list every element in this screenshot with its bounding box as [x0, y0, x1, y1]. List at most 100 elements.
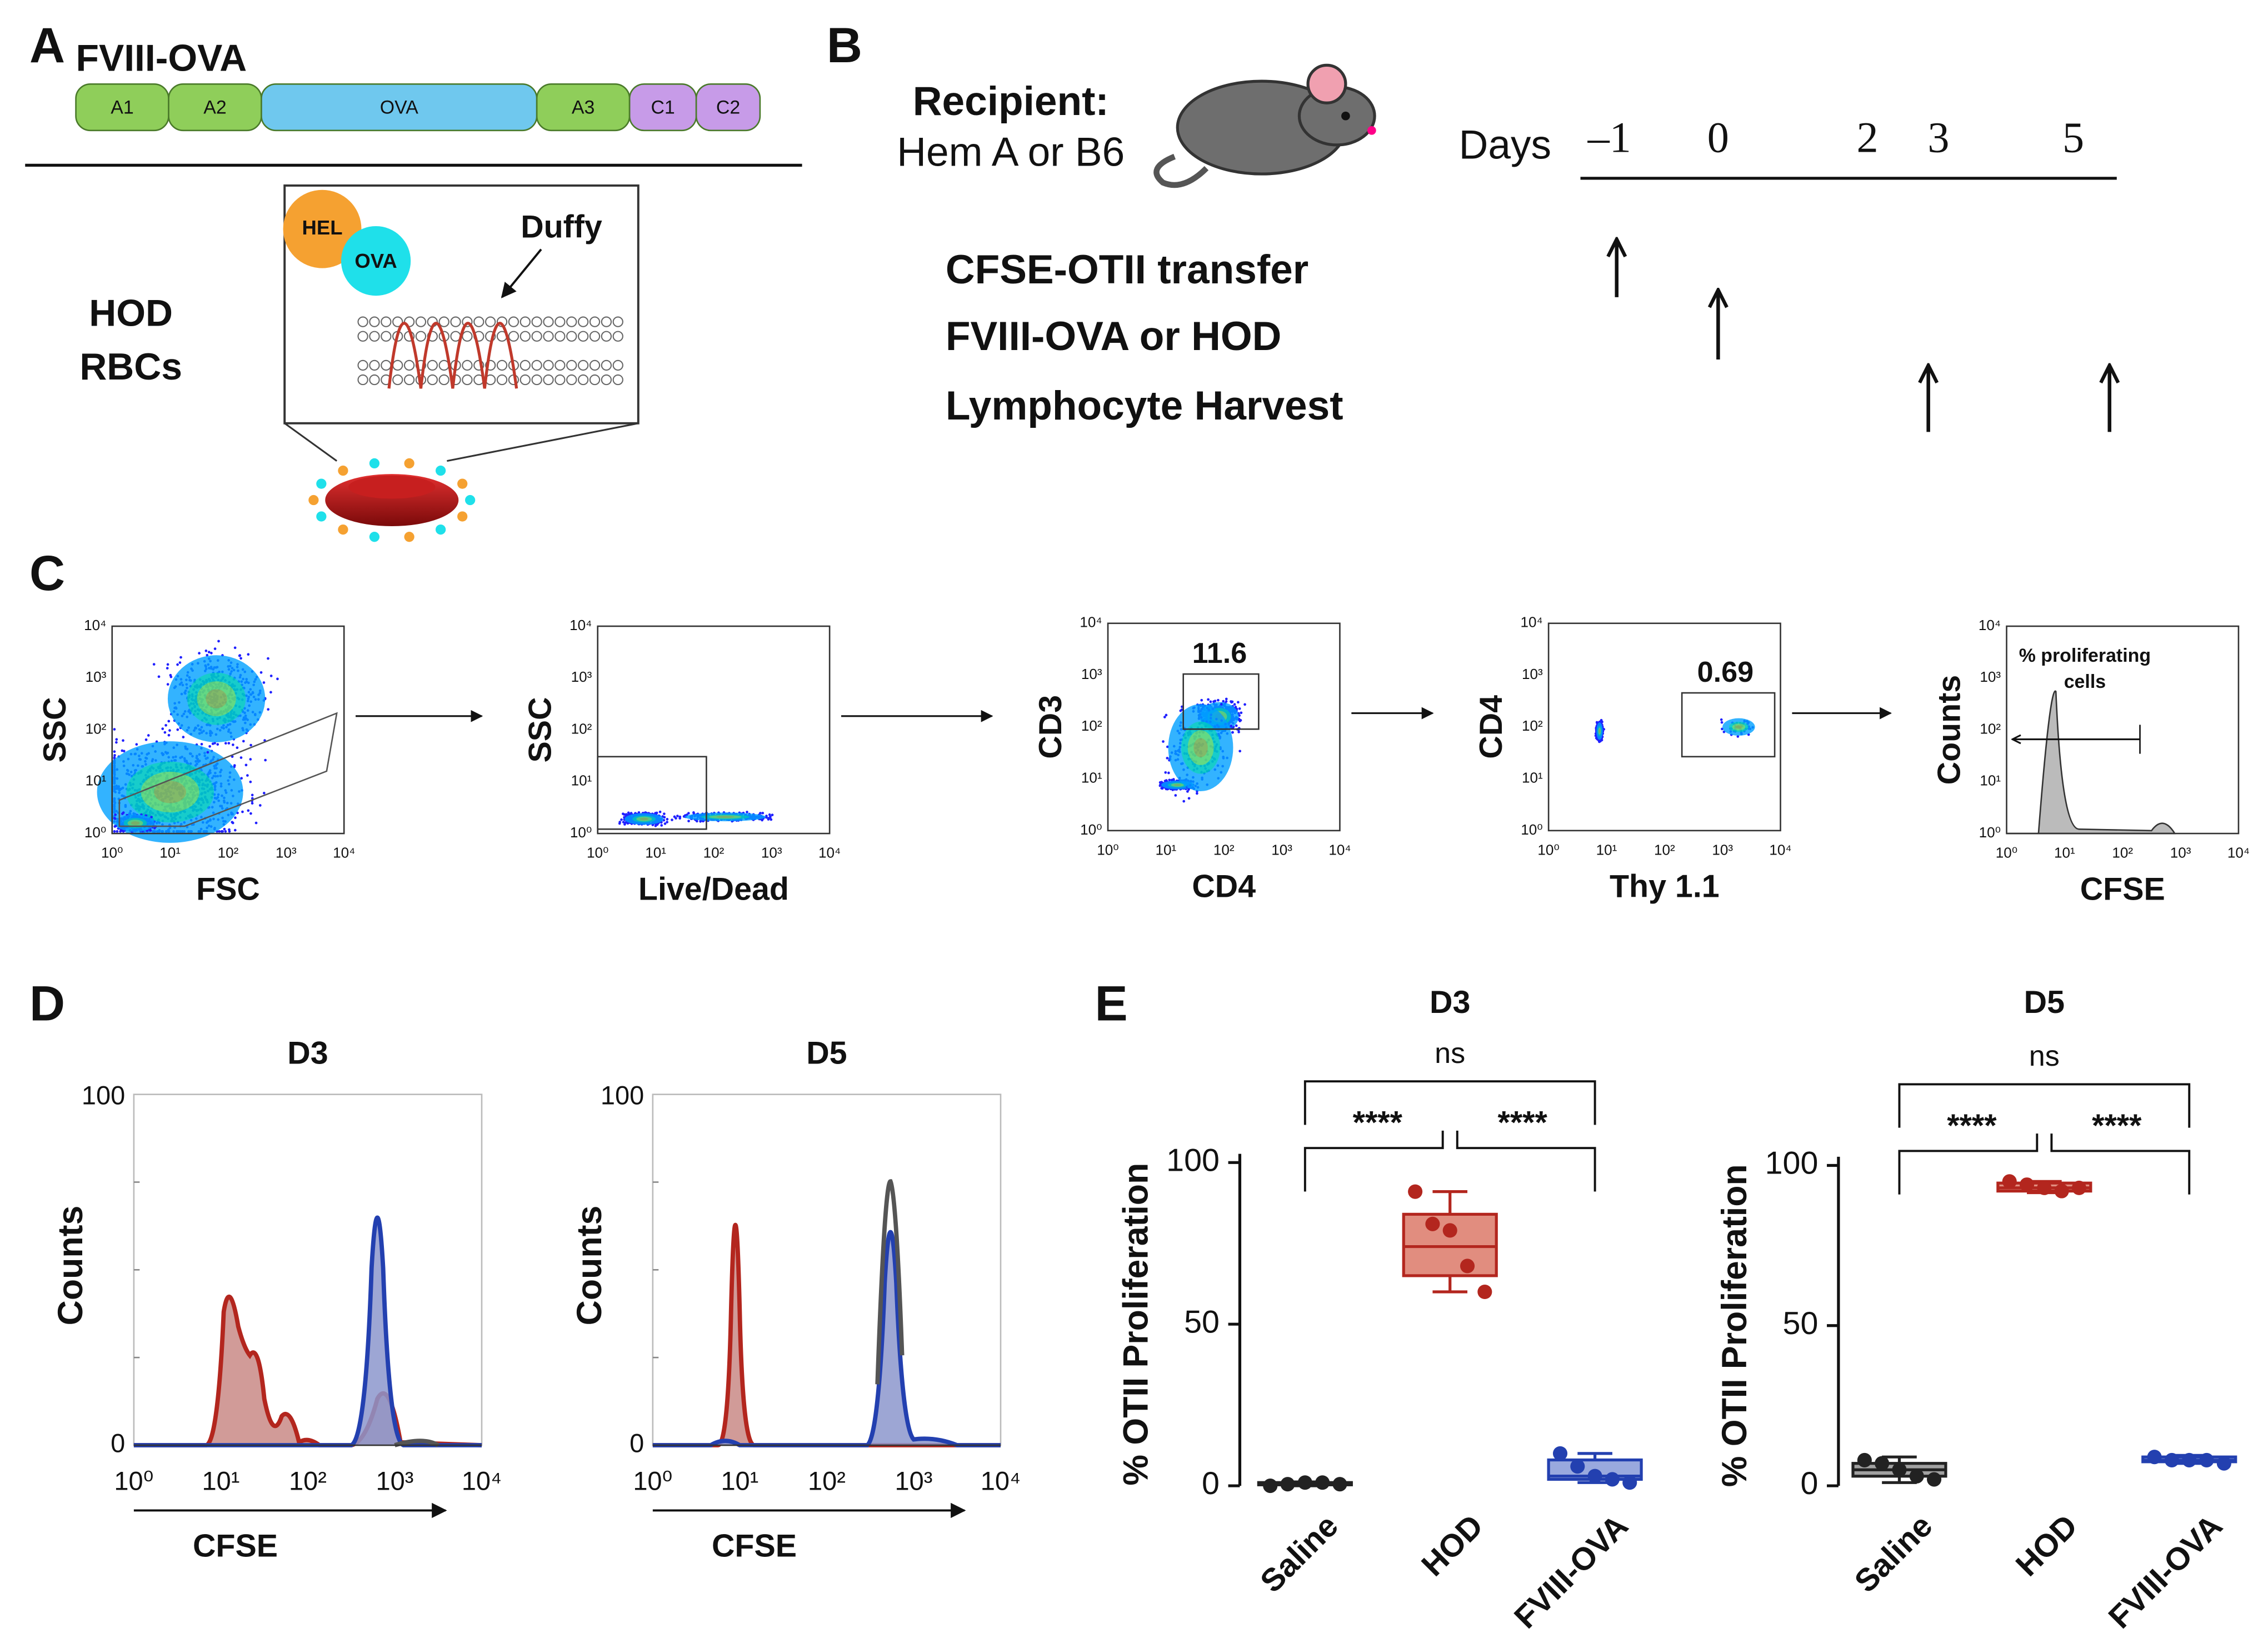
- event-dot: [264, 758, 267, 762]
- y-tick-label: 0: [1202, 1466, 1220, 1501]
- significance: ****: [1947, 1108, 1997, 1143]
- event-dot: [687, 820, 690, 823]
- x-tick-label: 10³: [1712, 841, 1733, 858]
- gate-value: 11.6: [1192, 637, 1247, 670]
- lipid: [357, 331, 368, 342]
- y-tick-label: 10¹: [571, 772, 592, 789]
- event-dot: [267, 708, 270, 711]
- density: [127, 820, 143, 827]
- density: [716, 816, 735, 818]
- event-dot: [249, 780, 252, 783]
- density: [1729, 721, 1749, 732]
- x-axis-label: CFSE: [193, 1528, 278, 1564]
- histogram-plot: D3 0 100 10⁰ 10¹ 10² 10³ 10⁴ Counts CFSE: [51, 1035, 502, 1564]
- lipid: [531, 374, 542, 386]
- event-dot: [236, 746, 239, 750]
- lipid: [612, 374, 623, 386]
- event-dot: [240, 777, 243, 780]
- y-tick-label: 10¹: [86, 772, 107, 789]
- data-point: [1263, 1479, 1278, 1494]
- density: [709, 815, 742, 819]
- day-tick: 5: [2062, 113, 2084, 162]
- lipid: [473, 316, 484, 327]
- density: [1187, 730, 1214, 765]
- lipid: [519, 331, 531, 342]
- event-dot: [227, 742, 231, 745]
- data-point: [2147, 1450, 2162, 1465]
- day-tick: –1: [1587, 113, 1631, 162]
- data-point: [1315, 1475, 1330, 1490]
- y-tick-label: 10¹: [1980, 772, 2001, 789]
- density: [131, 821, 140, 825]
- y-tick-label: 10³: [571, 668, 592, 685]
- x-tick-label: 10⁴: [333, 845, 355, 861]
- antigen: [465, 495, 476, 506]
- event-dot: [671, 818, 673, 821]
- event-dot: [1243, 703, 1246, 706]
- day-tick: 0: [1707, 113, 1729, 162]
- event-dot: [149, 829, 152, 832]
- significance: ns: [2029, 1040, 2060, 1072]
- event-dot: [259, 671, 263, 674]
- density: [1173, 784, 1181, 786]
- density: [640, 817, 648, 821]
- event-dot: [113, 817, 117, 820]
- y-axis-label: Counts: [51, 1206, 90, 1326]
- event-dot: [251, 802, 254, 805]
- data-point: [2002, 1174, 2017, 1189]
- event-dot: [663, 822, 667, 825]
- flow-plot: 10⁰ 10⁰ 10¹ 10¹ 10² 10² 10³ 10³ 10⁴ 10⁴ Live/Dead S…: [523, 617, 993, 907]
- event-dot: [241, 810, 244, 813]
- strain: Hem A or B6: [897, 129, 1125, 174]
- event-dot: [1166, 757, 1169, 760]
- flow-plot: 11.6 10⁰ 10⁰ 10¹ 10¹ 10² 10² 10³ 10³ 10⁴ 10⁴ CD4 CD3: [1033, 614, 1434, 904]
- x-tick-label: 10⁴: [818, 845, 841, 861]
- data-point: [1297, 1475, 1312, 1490]
- y-tick-label: 10²: [86, 720, 107, 737]
- event-dot: [249, 812, 252, 815]
- y-tick-label: 100: [601, 1080, 644, 1110]
- event-dot: [179, 656, 182, 659]
- x-tick-label: HOD: [1415, 1508, 1490, 1583]
- event-dot: [122, 739, 124, 742]
- membrane: [357, 316, 623, 386]
- event-dot: [1209, 700, 1212, 703]
- ova-label: OVA: [354, 249, 397, 272]
- event-dot: [1158, 781, 1162, 784]
- lipid: [589, 316, 601, 327]
- event-dot: [166, 683, 169, 686]
- y-tick-label: 50: [1783, 1306, 1819, 1341]
- lipid: [403, 359, 415, 371]
- event-dot: [768, 816, 772, 820]
- cell-label: RBCs: [79, 346, 182, 388]
- lipid: [612, 331, 623, 342]
- event-dot: [176, 728, 179, 731]
- day-tick: 3: [1927, 113, 1949, 162]
- x-tick-label: 10³: [2170, 845, 2191, 861]
- lipid: [554, 359, 566, 371]
- event-dot: [1165, 779, 1168, 782]
- lipid: [543, 331, 554, 342]
- lipid: [427, 359, 438, 371]
- x-tick-label: 10¹: [1596, 841, 1617, 858]
- density: [636, 816, 652, 822]
- y-axis-label: CD3: [1033, 695, 1068, 759]
- plot-frame: [597, 625, 831, 835]
- event-dot: [623, 823, 626, 826]
- y-axis-label: Counts: [1932, 675, 1967, 785]
- density: [187, 672, 246, 725]
- event-dot: [1238, 750, 1242, 753]
- event-dot: [627, 811, 630, 815]
- event-dot: [746, 811, 748, 813]
- y-tick-label: 10⁴: [1979, 617, 2001, 633]
- histogram-curve: [133, 1215, 482, 1447]
- data-point: [2199, 1452, 2214, 1467]
- x-tick-label: 10⁰: [1097, 841, 1118, 858]
- lipid: [601, 316, 612, 327]
- y-tick-label: 10⁰: [1080, 821, 1102, 838]
- event-dot: [249, 758, 252, 761]
- lipid: [427, 374, 438, 386]
- y-tick-label: 100: [1166, 1142, 1220, 1178]
- lipid: [462, 374, 473, 386]
- event-dot: [164, 723, 167, 727]
